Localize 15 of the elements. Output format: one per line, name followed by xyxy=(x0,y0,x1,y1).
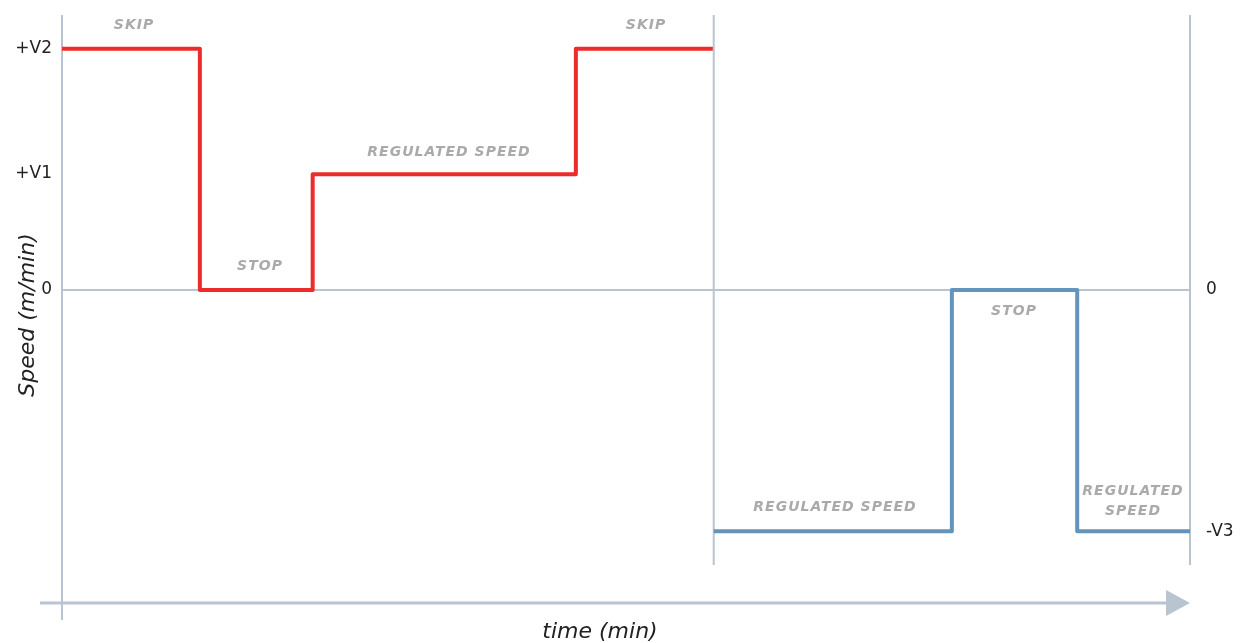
text: +V1 xyxy=(15,162,52,182)
text: +V2 xyxy=(15,37,52,57)
x-axis-title: time (min) xyxy=(542,617,658,643)
annotation: STOP xyxy=(991,302,1037,318)
text: 0 xyxy=(1206,278,1217,298)
text: -V3 xyxy=(1206,520,1234,540)
annotation: REGULATED SPEED xyxy=(753,498,917,514)
annotation: REGULATED SPEED xyxy=(367,143,531,159)
text: 0 xyxy=(41,278,52,298)
annotation: STOP xyxy=(237,257,283,273)
annotation: REGULATED xyxy=(1082,482,1184,498)
text: SKIP xyxy=(113,16,155,32)
y-axis-title: Speed (m/min) xyxy=(13,233,39,397)
text: SKIP xyxy=(625,16,667,32)
annotation: SPEED xyxy=(1104,502,1162,518)
